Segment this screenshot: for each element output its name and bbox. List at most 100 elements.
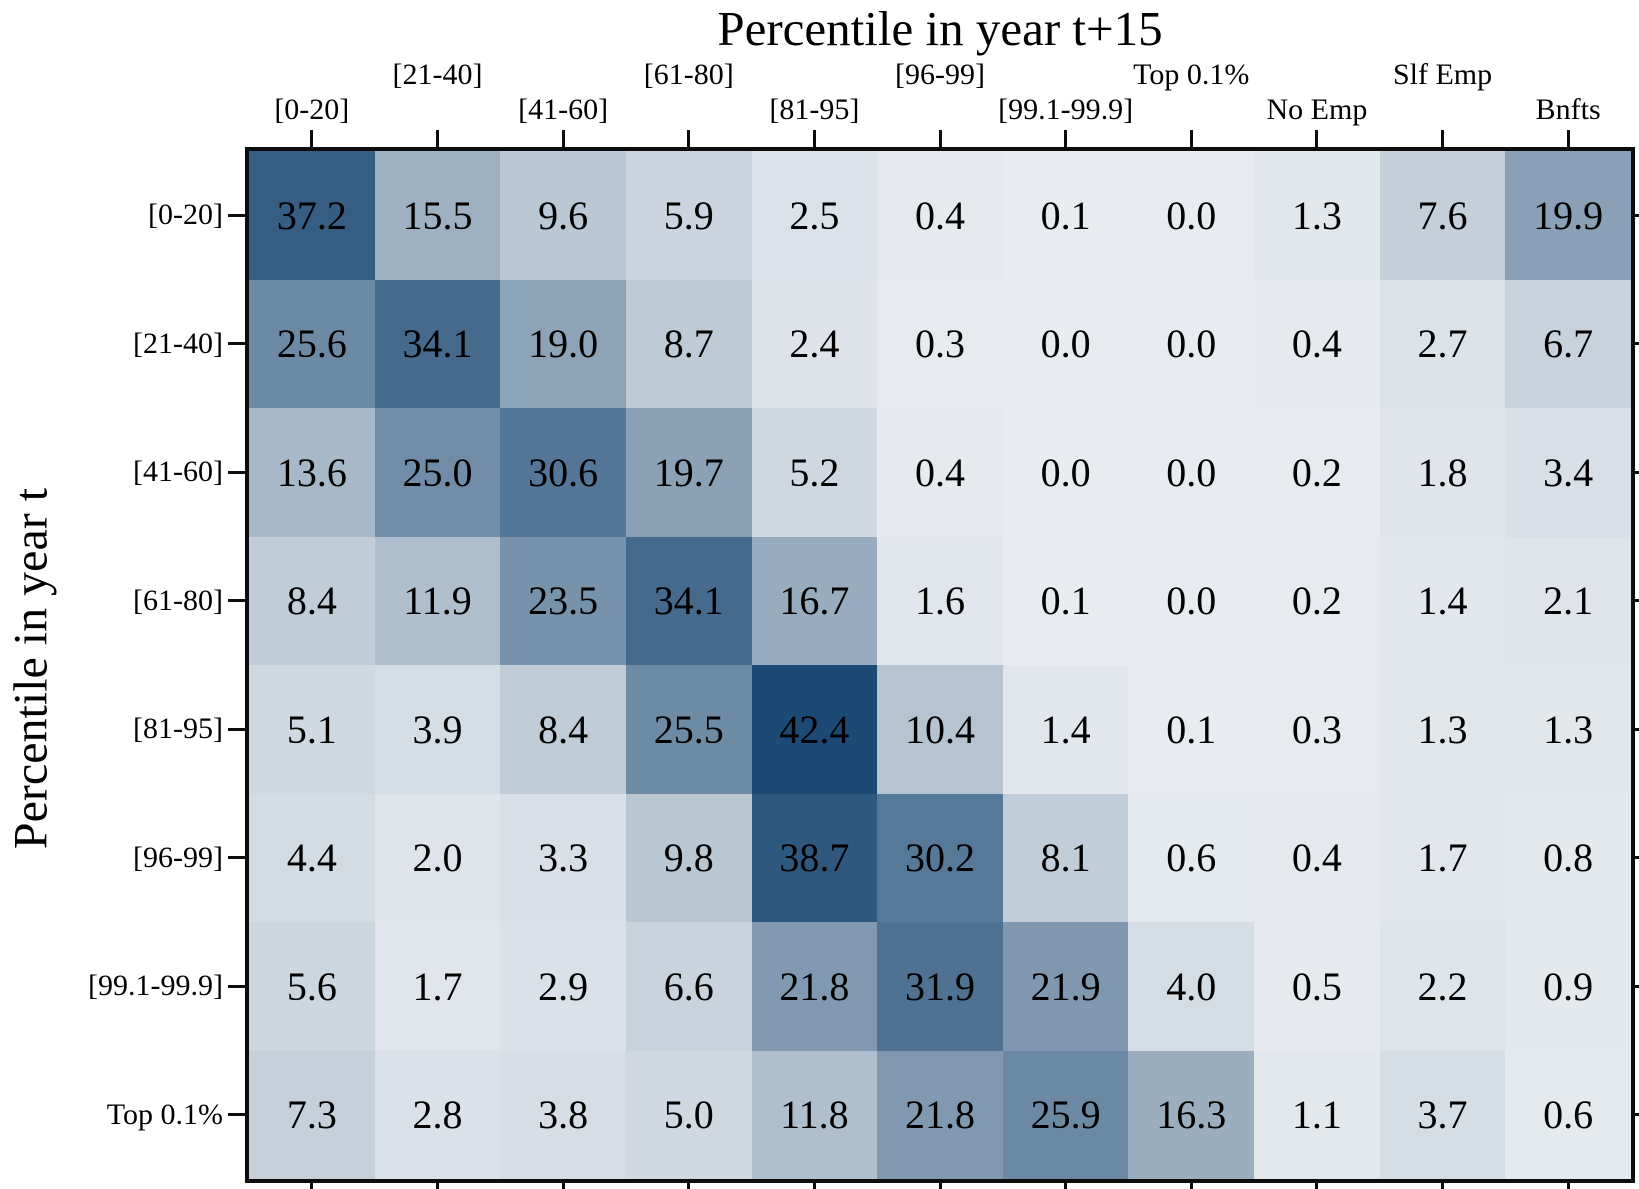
heatmap-cell: 0.6 (1505, 1050, 1631, 1179)
cell-value: 0.4 (1291, 321, 1342, 367)
heatmap-cell: 0.0 (1128, 536, 1255, 665)
cell-value: 0.8 (1543, 835, 1594, 881)
y-tick-right (1635, 856, 1639, 860)
cell-value: 2.2 (1417, 963, 1468, 1009)
cell-value: 8.7 (663, 321, 714, 367)
heatmap-cell: 6.6 (625, 922, 752, 1051)
x-tick-top (561, 130, 565, 147)
x-tick-top (812, 130, 816, 147)
heatmap-cell: 5.1 (249, 665, 375, 794)
y-tick-left (228, 213, 245, 217)
cell-value: 16.7 (779, 578, 850, 624)
cell-value: 6.6 (663, 963, 714, 1009)
cell-value: 34.1 (653, 578, 724, 624)
y-axis-label: [61-80] (133, 583, 223, 617)
heatmap-cell: 11.9 (374, 536, 501, 665)
x-tick-bottom (561, 1183, 565, 1189)
cell-value: 1.1 (1291, 1092, 1342, 1138)
heatmap-cell: 38.7 (751, 793, 878, 922)
y-tick-right (1635, 727, 1639, 731)
heatmap-cell: 2.0 (374, 793, 501, 922)
heatmap-cell: 7.3 (249, 1050, 375, 1179)
y-tick-right (1635, 470, 1639, 474)
cell-value: 2.1 (1543, 578, 1594, 624)
cell-value: 0.2 (1291, 578, 1342, 624)
y-tick-left (228, 470, 245, 474)
x-axis-label: [99.1-99.9] (998, 93, 1134, 126)
x-axis-label: [61-80] (643, 58, 734, 91)
cell-value: 11.9 (403, 578, 472, 624)
cell-value: 19.9 (1533, 192, 1604, 238)
heatmap-cell: 2.5 (751, 151, 878, 280)
cell-value: 8.1 (1040, 835, 1091, 881)
cell-value: 8.4 (538, 706, 589, 752)
heatmap-cell: 2.7 (1379, 279, 1506, 408)
cell-value: 3.8 (538, 1092, 589, 1138)
cell-value: 21.8 (904, 1092, 975, 1138)
heatmap-cell: 1.4 (1002, 665, 1129, 794)
y-tick-right (1635, 1113, 1639, 1117)
y-tick-left (228, 1113, 245, 1117)
cell-value: 4.4 (286, 835, 337, 881)
heatmap-cell: 1.3 (1505, 665, 1631, 794)
cell-value: 5.9 (663, 192, 714, 238)
cell-value: 34.1 (402, 321, 473, 367)
heatmap-cell: 1.3 (1379, 665, 1506, 794)
heatmap-cell: 0.3 (1254, 665, 1380, 794)
cell-value: 0.4 (914, 192, 965, 238)
x-tick-bottom (938, 1183, 942, 1189)
heatmap-cell: 1.8 (1379, 408, 1506, 537)
cell-value: 8.4 (286, 578, 337, 624)
cell-value: 11.8 (780, 1092, 849, 1138)
cell-value: 19.0 (528, 321, 599, 367)
heatmap-cell: 4.0 (1128, 922, 1255, 1051)
x-axis-label: Bnfts (1535, 93, 1601, 126)
heatmap-cell: 0.2 (1254, 536, 1380, 665)
cell-value: 0.0 (1040, 321, 1091, 367)
heatmap-cell: 19.0 (500, 279, 626, 408)
heatmap-cell: 0.5 (1254, 922, 1380, 1051)
y-tick-right (1635, 213, 1639, 217)
cell-value: 9.8 (663, 835, 714, 881)
cell-value: 31.9 (904, 963, 975, 1009)
cell-value: 3.7 (1417, 1092, 1468, 1138)
heatmap-cell: 2.4 (751, 279, 878, 408)
x-axis-label: Slf Emp (1392, 58, 1493, 91)
heatmap-cell: 25.6 (249, 279, 375, 408)
cell-value: 3.4 (1543, 449, 1594, 495)
x-tick-bottom (1566, 1183, 1570, 1189)
heatmap-cell: 21.9 (1002, 922, 1129, 1051)
y-tick-left (228, 856, 245, 860)
heatmap-cell: 34.1 (625, 536, 752, 665)
heatmap-cell: 6.7 (1505, 279, 1631, 408)
cell-value: 2.4 (789, 321, 840, 367)
heatmap-cell: 0.0 (1002, 279, 1129, 408)
heatmap-cell: 2.8 (374, 1050, 501, 1179)
cell-value: 0.0 (1166, 321, 1217, 367)
heatmap-cell: 0.0 (1128, 279, 1255, 408)
x-axis-label: [96-99] (895, 58, 985, 91)
heatmap-cell: 0.4 (877, 151, 1003, 280)
heatmap-cell: 4.4 (249, 793, 375, 922)
cell-value: 0.2 (1291, 449, 1342, 495)
cell-value: 19.7 (653, 449, 724, 495)
cell-value: 5.2 (789, 449, 840, 495)
y-axis-label: [0-20] (148, 198, 223, 232)
heatmap-cell: 0.4 (1254, 279, 1380, 408)
heatmap-cell: 8.4 (249, 536, 375, 665)
x-tick-top (1441, 130, 1445, 147)
y-axis-label: [41-60] (133, 455, 223, 489)
heatmap-cell: 1.3 (1254, 151, 1380, 280)
cell-value: 37.2 (276, 192, 347, 238)
cell-value: 0.3 (1291, 706, 1342, 752)
heatmap-cell: 3.8 (500, 1050, 626, 1179)
heatmap-cell: 0.1 (1128, 665, 1255, 794)
heatmap-cell: 0.4 (877, 408, 1003, 537)
heatmap-cell: 23.5 (500, 536, 626, 665)
cell-value: 0.4 (914, 449, 965, 495)
cell-value: 30.2 (904, 835, 975, 881)
cell-value: 1.7 (1417, 835, 1468, 881)
cell-value: 21.8 (779, 963, 850, 1009)
cell-value: 23.5 (528, 578, 599, 624)
